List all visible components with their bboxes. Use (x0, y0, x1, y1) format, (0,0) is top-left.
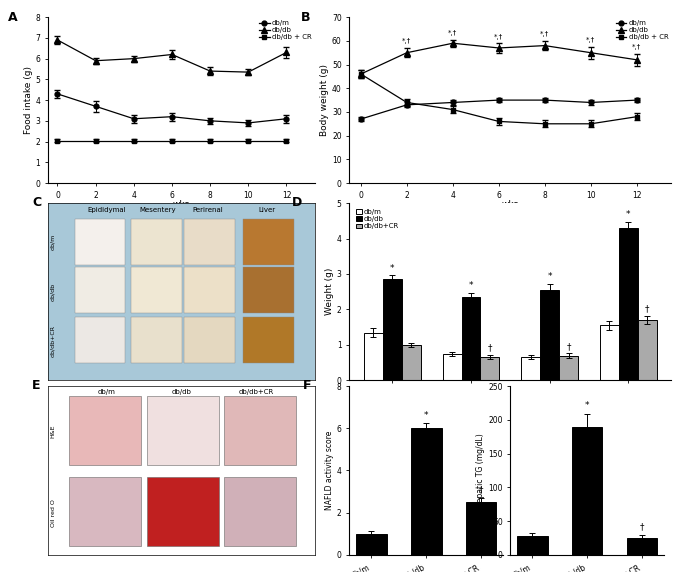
Bar (401, 345, 421, 380)
Text: db/m: db/m (98, 390, 116, 395)
Bar (462, 297, 480, 380)
Text: db/db+CR: db/db+CR (51, 325, 55, 358)
Bar (480, 358, 499, 380)
Bar (184, 267, 235, 313)
Text: *: * (585, 402, 590, 410)
Text: Oil red O: Oil red O (51, 499, 55, 527)
Text: db/db+CR: db/db+CR (238, 390, 274, 395)
Text: †: † (566, 342, 571, 351)
Text: *,†: *,† (632, 45, 641, 50)
Bar (69, 396, 142, 466)
Bar (75, 267, 125, 313)
Bar (521, 358, 540, 380)
Bar (131, 219, 182, 265)
Text: *,†: *,† (402, 38, 412, 45)
Bar (224, 477, 297, 546)
Bar (243, 316, 294, 363)
Bar (184, 219, 235, 265)
Text: B: B (301, 10, 310, 23)
Bar (69, 477, 142, 546)
Bar (243, 219, 294, 265)
Bar (540, 290, 559, 380)
Y-axis label: Hepatic TG (mg/dL): Hepatic TG (mg/dL) (476, 433, 486, 508)
Bar (131, 267, 182, 313)
Bar (517, 536, 547, 555)
Legend: db/m, db/db, db/db+CR: db/m, db/db, db/db+CR (353, 206, 402, 232)
Text: *,†: *,† (494, 34, 503, 39)
Bar (75, 316, 125, 363)
Bar (243, 267, 294, 313)
Text: *: * (547, 272, 552, 281)
Bar (600, 325, 619, 380)
Bar (75, 219, 125, 265)
Y-axis label: Food intake (g): Food intake (g) (24, 66, 33, 134)
Text: Liver: Liver (258, 206, 275, 213)
Text: *: * (424, 411, 429, 420)
Text: F: F (303, 379, 312, 392)
Text: A: A (8, 10, 18, 23)
Text: *: * (469, 281, 473, 291)
Text: H&E: H&E (51, 425, 55, 438)
Text: E: E (32, 379, 40, 392)
Y-axis label: NAFLD activity score: NAFLD activity score (325, 431, 334, 510)
Text: *,†: *,† (586, 37, 595, 43)
Text: †: † (479, 486, 484, 495)
Text: *,†: *,† (448, 30, 458, 36)
Text: *,†: *,† (540, 31, 549, 37)
Text: *: * (390, 264, 395, 273)
Bar (383, 279, 401, 380)
Text: db/m: db/m (51, 234, 55, 250)
Bar (638, 320, 657, 380)
Text: †: † (640, 522, 645, 531)
Text: Perirenal: Perirenal (193, 206, 223, 213)
Bar (619, 228, 638, 380)
Text: †: † (645, 304, 649, 313)
Text: db/db: db/db (171, 390, 192, 395)
Bar (411, 428, 442, 555)
Bar (184, 316, 235, 363)
Bar (364, 332, 383, 380)
X-axis label: wks: wks (501, 200, 519, 209)
Text: Mesentery: Mesentery (139, 206, 176, 213)
Text: D: D (291, 196, 301, 209)
Text: Epididymal: Epididymal (88, 206, 126, 213)
Y-axis label: Body weight (g): Body weight (g) (320, 64, 329, 136)
Legend: db/m, db/db, db/db + CR: db/m, db/db, db/db + CR (613, 17, 671, 43)
Bar (224, 396, 297, 466)
Bar (131, 316, 182, 363)
Text: *: * (626, 210, 631, 219)
Bar (627, 538, 658, 555)
Text: †: † (488, 344, 492, 353)
Y-axis label: Weight (g): Weight (g) (325, 268, 334, 315)
Text: C: C (32, 196, 41, 209)
Bar (466, 502, 497, 555)
Bar (147, 396, 219, 466)
Bar (147, 477, 219, 546)
Bar (356, 534, 386, 555)
Bar (559, 356, 578, 380)
Text: db/db: db/db (51, 283, 55, 301)
Legend: db/m, db/db, db/db + CR: db/m, db/db, db/db + CR (256, 17, 314, 43)
X-axis label: wks: wks (173, 200, 190, 209)
Bar (572, 427, 603, 555)
Bar (443, 353, 462, 380)
